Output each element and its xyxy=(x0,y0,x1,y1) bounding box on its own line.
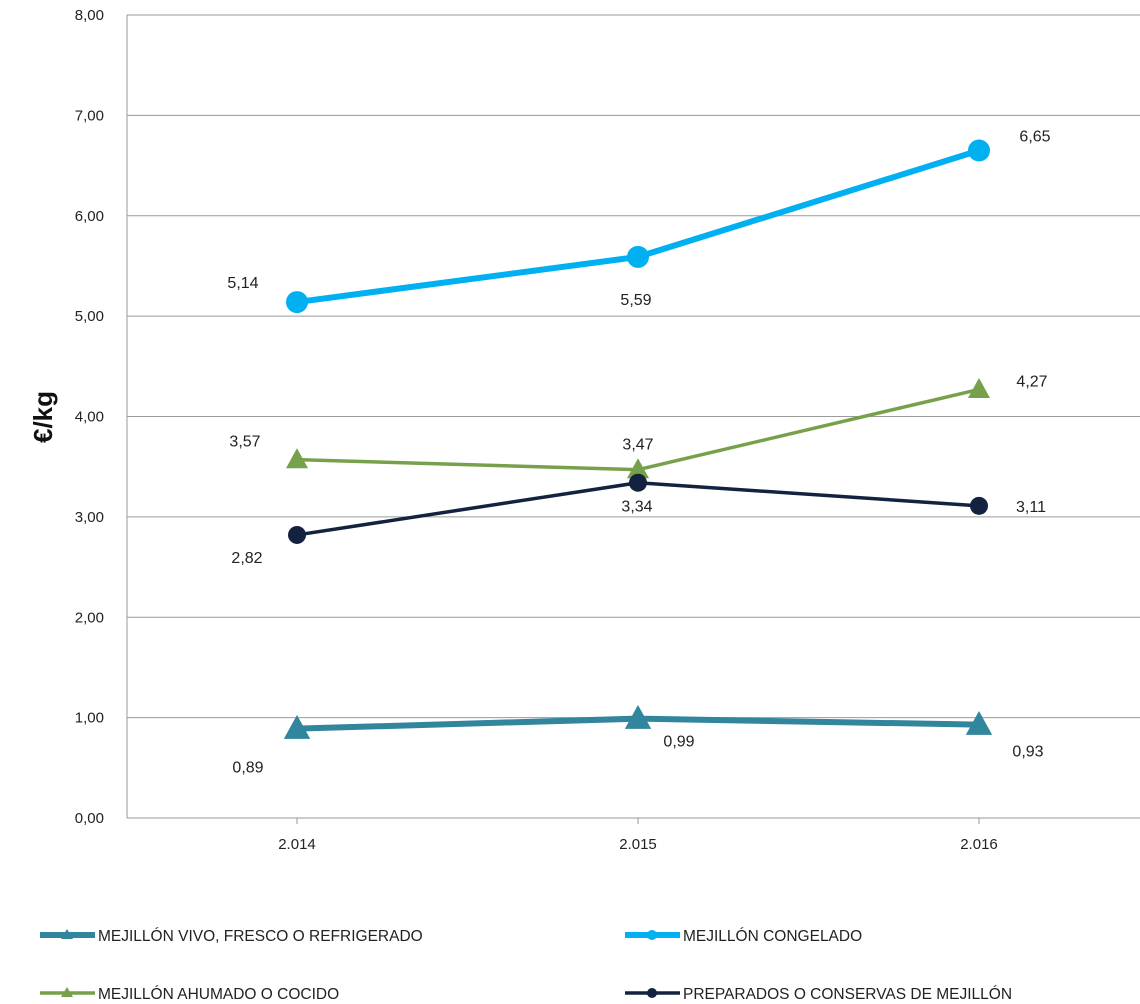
legend-label: MEJILLÓN CONGELADO xyxy=(683,928,862,945)
data-label: 0,93 xyxy=(1012,744,1043,761)
legend-label: PREPARADOS O CONSERVAS DE MEJILLÓN xyxy=(683,986,1012,1003)
legend-item: MEJILLÓN AHUMADO O COCIDO xyxy=(40,986,339,1003)
y-tick-label: 4,00 xyxy=(75,409,104,426)
legend-label: MEJILLÓN VIVO, FRESCO O REFRIGERADO xyxy=(98,928,423,945)
y-tick-label: 1,00 xyxy=(75,710,104,727)
data-point-marker xyxy=(624,704,652,729)
series-1 xyxy=(286,139,990,314)
legend-item: MEJILLÓN CONGELADO xyxy=(625,928,862,945)
y-axis-ticks: 0,00 1,00 2,00 3,00 4,00 5,00 6,00 7,00 8,00 xyxy=(75,7,104,827)
data-point-marker xyxy=(965,710,993,735)
data-point-marker xyxy=(968,377,990,398)
series-3 xyxy=(288,473,988,544)
series-2 xyxy=(286,377,990,479)
legend-item: MEJILLÓN VIVO, FRESCO O REFRIGERADO xyxy=(40,928,423,945)
data-point-marker xyxy=(629,473,647,492)
data-label: 5,14 xyxy=(227,275,258,292)
data-labels: 0,89 0,99 0,93 5,14 5,59 6,65 3,57 3,47 4,27 2,82… xyxy=(227,129,1050,777)
data-label: 2,82 xyxy=(231,550,262,567)
legend-marker xyxy=(61,987,73,997)
y-tick-label: 8,00 xyxy=(75,7,104,24)
data-point-marker xyxy=(627,245,649,268)
data-label: 3,57 xyxy=(229,434,260,451)
y-tick-label: 5,00 xyxy=(75,308,104,325)
data-label: 6,65 xyxy=(1019,129,1050,146)
x-axis-ticks: 2.014 2.015 2.016 xyxy=(278,818,998,853)
data-point-marker xyxy=(283,714,311,739)
data-label: 3,47 xyxy=(622,437,653,454)
data-label: 4,27 xyxy=(1016,373,1047,390)
y-tick-label: 6,00 xyxy=(75,208,104,225)
x-tick-label: 2.015 xyxy=(619,836,657,853)
y-tick-label: 3,00 xyxy=(75,509,104,526)
series-0 xyxy=(283,704,993,739)
data-label: 0,89 xyxy=(232,760,263,777)
legend-marker xyxy=(647,930,657,940)
data-label: 0,99 xyxy=(663,734,694,751)
data-point-marker xyxy=(288,525,306,544)
data-point-marker xyxy=(970,496,988,515)
y-axis-label: €/kg xyxy=(28,391,58,443)
legend-label: MEJILLÓN AHUMADO O COCIDO xyxy=(98,986,339,1003)
legend-item: PREPARADOS O CONSERVAS DE MEJILLÓN xyxy=(625,986,1012,1003)
series-line xyxy=(296,387,980,472)
data-label: 3,34 xyxy=(621,499,652,516)
data-point-marker xyxy=(286,448,308,469)
x-tick-label: 2.016 xyxy=(960,836,998,853)
y-tick-label: 7,00 xyxy=(75,107,104,124)
y-tick-label: 0,00 xyxy=(75,810,104,827)
data-point-marker xyxy=(286,291,308,314)
data-label: 5,59 xyxy=(620,292,651,309)
data-point-marker xyxy=(968,139,990,162)
gridlines xyxy=(126,14,1140,819)
legend: MEJILLÓN VIVO, FRESCO O REFRIGERADO MEJIL… xyxy=(40,928,1012,1003)
legend-marker xyxy=(647,988,657,998)
y-tick-label: 2,00 xyxy=(75,609,104,626)
legend-marker xyxy=(61,929,73,939)
x-tick-label: 2.014 xyxy=(278,836,316,853)
series-line xyxy=(296,147,980,306)
data-label: 3,11 xyxy=(1016,499,1046,516)
series-lines xyxy=(283,139,993,739)
data-point-marker xyxy=(627,458,649,479)
